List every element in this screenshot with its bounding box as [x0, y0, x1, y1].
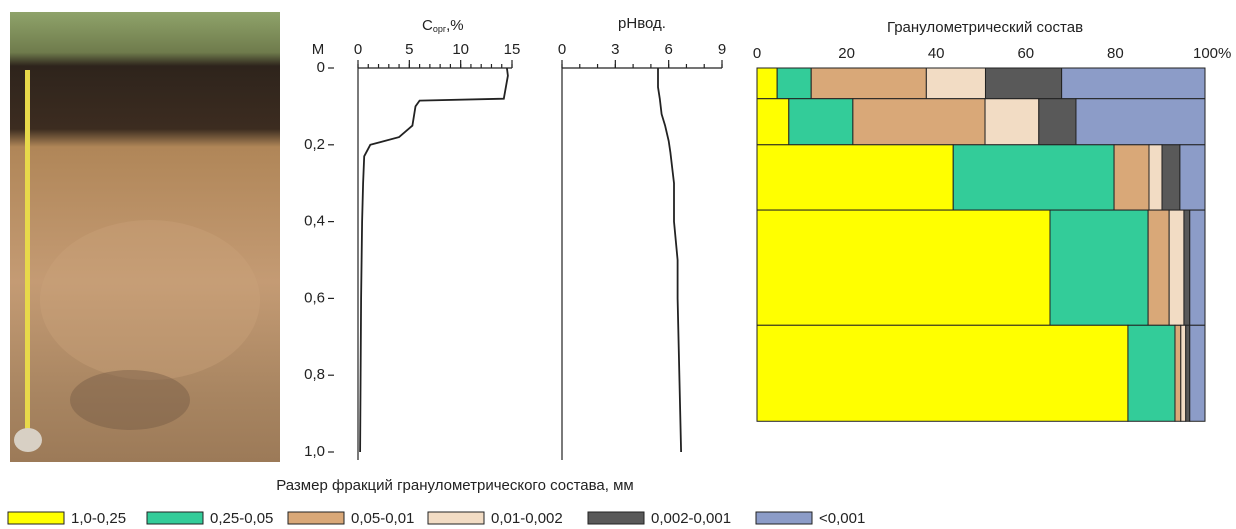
legend-swatch [756, 512, 812, 524]
bar-segment [777, 68, 811, 99]
bar-segment [853, 99, 985, 145]
bar-segment [1180, 145, 1205, 210]
legend-swatch [147, 512, 203, 524]
legend-label: 0,01-0,002 [491, 510, 563, 527]
legend-swatch [8, 512, 64, 524]
chart-title: Cорг,% [422, 17, 464, 34]
x-tick-label: 100% [1193, 45, 1231, 62]
bar-segment [1076, 99, 1205, 145]
bar-segment [1114, 145, 1149, 210]
legend-label: 1,0-0,25 [71, 510, 126, 527]
x-tick-label: 0 [753, 45, 761, 62]
bar-segment [1162, 145, 1180, 210]
x-tick-label: 0 [354, 41, 362, 58]
legend-label: 0,05-0,01 [351, 510, 414, 527]
x-tick-label: 80 [1107, 45, 1124, 62]
bar-segment [1186, 325, 1190, 421]
x-tick-label: 60 [1017, 45, 1034, 62]
chart-title: pHвод. [618, 15, 666, 32]
bar-segment [1169, 210, 1184, 325]
y-tick-label: 0,2 [304, 136, 325, 153]
bar-segment [953, 145, 1114, 210]
chart-title: Гранулометрический состав [887, 19, 1083, 36]
bar-segment [811, 68, 926, 99]
x-tick-label: 5 [405, 41, 413, 58]
bar-segment [1190, 325, 1205, 421]
bar-segment [757, 99, 789, 145]
legend-label: 0,25-0,05 [210, 510, 273, 527]
legend-title: Размер фракций гранулометрического соста… [276, 477, 634, 494]
x-tick-label: 0 [558, 41, 566, 58]
x-tick-label: 3 [611, 41, 619, 58]
y-axis-label: М [312, 41, 325, 58]
bar-segment [1128, 325, 1175, 421]
soil-photo [10, 12, 280, 462]
y-tick-label: 0,8 [304, 366, 325, 383]
bar-segment [1190, 210, 1205, 325]
bar-segment [1149, 145, 1162, 210]
bar-segment [789, 99, 853, 145]
profile-line [360, 68, 508, 452]
bar-segment [757, 145, 953, 210]
x-tick-label: 9 [718, 41, 726, 58]
x-tick-label: 6 [664, 41, 672, 58]
x-tick-label: 10 [452, 41, 469, 58]
y-tick-label: 1,0 [304, 443, 325, 460]
x-tick-label: 20 [838, 45, 855, 62]
bar-segment [757, 68, 777, 99]
bar-segment [757, 325, 1128, 421]
bar-segment [985, 68, 1061, 99]
bar-segment [1184, 210, 1190, 325]
legend-label: 0,002-0,001 [651, 510, 731, 527]
legend-swatch [588, 512, 644, 524]
y-tick-label: 0,4 [304, 213, 325, 230]
bar-segment [926, 68, 985, 99]
bar-segment [757, 210, 1050, 325]
profile-line [658, 68, 681, 452]
x-tick-label: 40 [928, 45, 945, 62]
y-tick-label: 0 [317, 59, 325, 76]
bar-segment [1050, 210, 1148, 325]
bar-segment [1039, 99, 1076, 145]
bar-segment [1148, 210, 1169, 325]
legend-swatch [428, 512, 484, 524]
figure: Cорг,% pHвод. Гранулометрический состав … [0, 0, 1236, 529]
bar-segment [1062, 68, 1205, 99]
legend-label: <0,001 [819, 510, 865, 527]
bar-segment [1181, 325, 1186, 421]
bar-segment [985, 99, 1039, 145]
x-tick-label: 15 [504, 41, 521, 58]
bar-segment [1175, 325, 1181, 421]
y-tick-label: 0,6 [304, 289, 325, 306]
legend-swatch [288, 512, 344, 524]
